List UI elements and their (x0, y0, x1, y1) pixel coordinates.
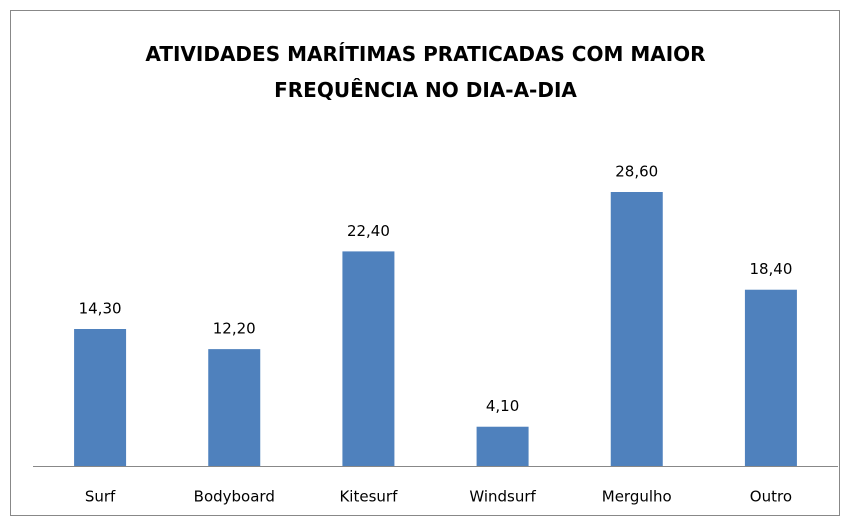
bar (476, 426, 529, 466)
x-tick-label: Mergulho (602, 488, 672, 506)
x-tick-label: Outro (750, 488, 792, 506)
data-label: 28,60 (615, 163, 658, 181)
bar (610, 192, 663, 466)
bar (208, 349, 261, 466)
x-tick-label: Surf (85, 488, 116, 506)
bar (744, 289, 797, 466)
data-label: 4,10 (486, 397, 519, 415)
x-tick-label: Kitesurf (339, 488, 398, 506)
bar (74, 329, 127, 466)
bar (342, 251, 395, 466)
x-tick-label: Bodyboard (194, 488, 275, 506)
x-tick-label: Windsurf (469, 488, 536, 506)
data-label: 12,20 (213, 320, 256, 338)
chart-title: ATIVIDADES MARÍTIMAS PRATICADAS COM MAIO… (145, 42, 706, 102)
data-label: 18,40 (749, 260, 792, 278)
chart-frame (10, 10, 840, 516)
data-label: 22,40 (347, 222, 390, 240)
data-label: 14,30 (79, 300, 122, 318)
